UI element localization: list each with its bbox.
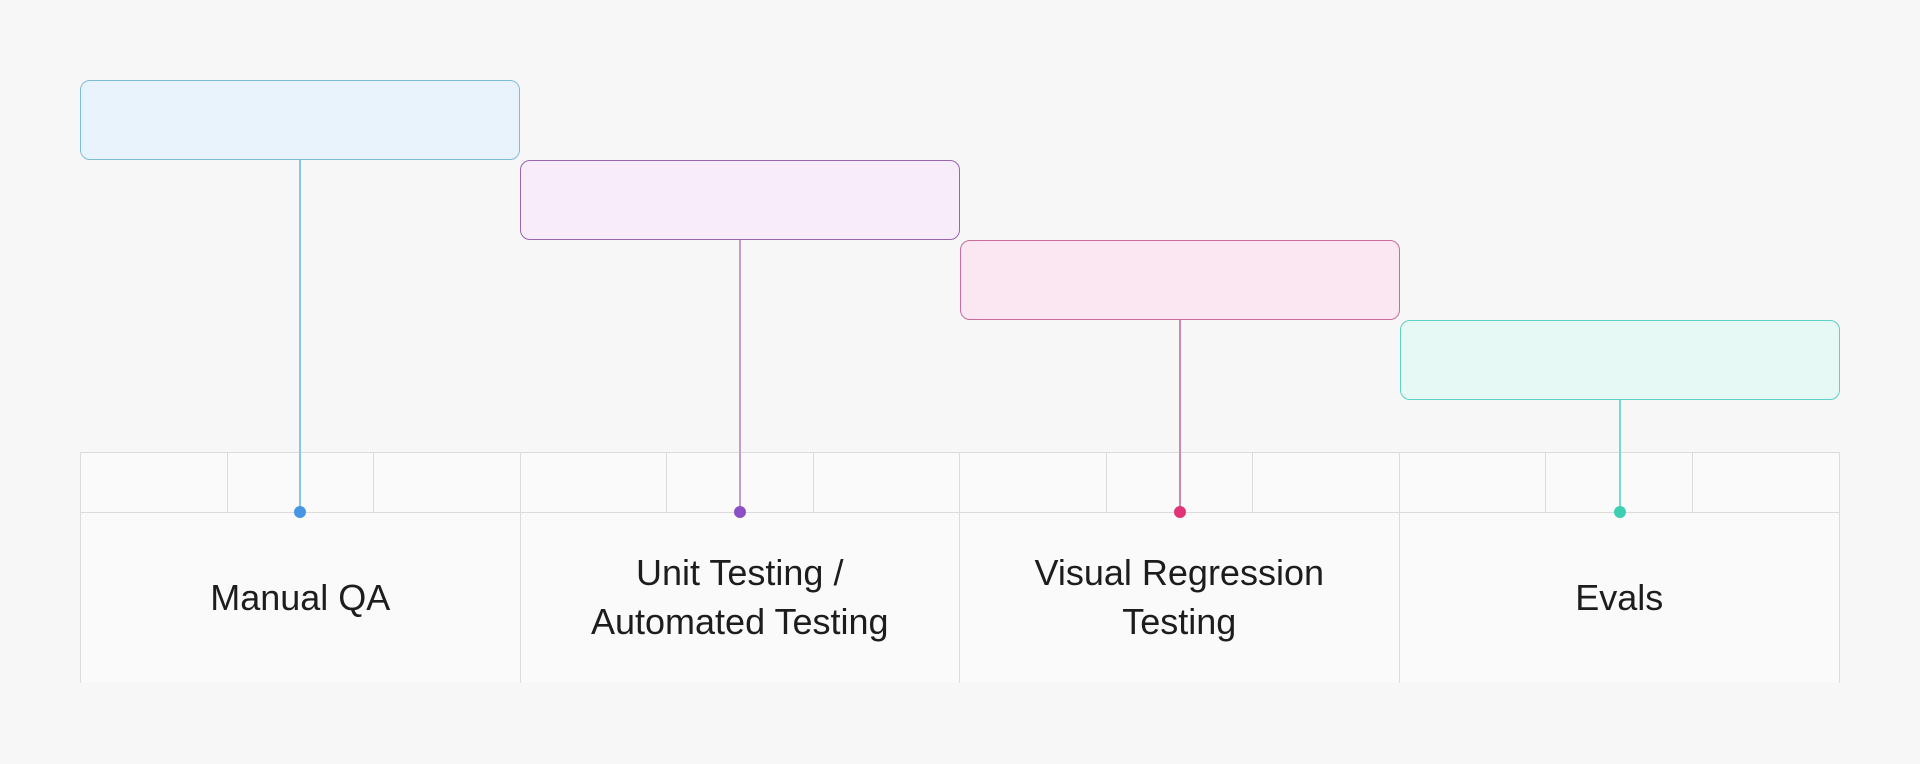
stage-box-visual-regression-testing [960, 240, 1400, 320]
stage-label-evals: Evals [1399, 513, 1839, 683]
timeline-tick-row [81, 453, 1839, 513]
timeline-label-row: Manual QA Unit Testing / Automated Testing… [81, 513, 1839, 683]
connector-line-visual-regression-testing [1179, 320, 1181, 512]
timeline-dot-visual-regression-testing [1174, 506, 1186, 518]
stage-box-evals [1400, 320, 1840, 400]
timeline-dot-evals [1614, 506, 1626, 518]
tick-cell [1399, 453, 1546, 512]
stage-label-manual-qa: Manual QA [81, 513, 521, 683]
stage-box-manual-qa [80, 80, 520, 160]
stage-label-line: Manual QA [210, 576, 391, 618]
connector-line-evals [1619, 400, 1621, 512]
stage-label-visual-regression-testing: Visual Regression Testing [960, 513, 1400, 683]
stage-label-line: Visual Regression [1034, 552, 1325, 594]
timeline-table: Manual QA Unit Testing / Automated Testing… [80, 452, 1840, 683]
connector-line-unit-automated-testing [739, 240, 741, 512]
stage-label-unit-automated-testing: Unit Testing / Automated Testing [520, 513, 960, 683]
tick-cell [1253, 453, 1400, 512]
timeline-dot-unit-automated-testing [734, 506, 746, 518]
timeline-dot-manual-qa [294, 506, 306, 518]
stage-label-line: Testing [1122, 601, 1237, 642]
tick-cell [81, 453, 228, 512]
stage-label-line: Automated Testing [590, 601, 889, 642]
tick-cell [960, 453, 1107, 512]
tick-cell [374, 453, 521, 512]
stage-label-line: Evals [1575, 576, 1664, 618]
tick-cell [520, 453, 667, 512]
connector-line-manual-qa [299, 160, 301, 512]
tick-cell [813, 453, 960, 512]
stage-label-line: Unit Testing / [636, 552, 844, 594]
stage-box-unit-automated-testing [520, 160, 960, 240]
tick-cell [1692, 453, 1839, 512]
